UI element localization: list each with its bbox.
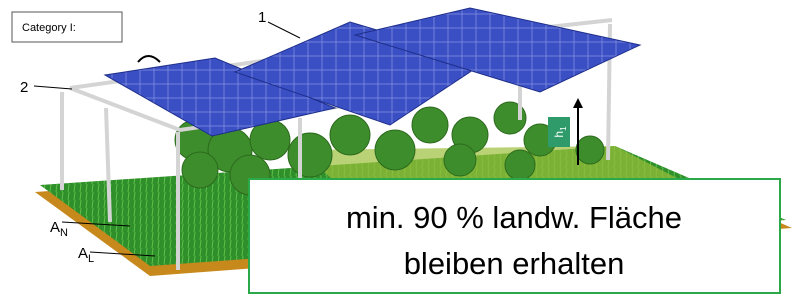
area-letter: A: [78, 245, 88, 262]
marker-frame: 2: [20, 79, 28, 96]
tilt-arrow: [138, 56, 160, 62]
area-letter: A: [50, 219, 60, 236]
area-sub: L: [88, 253, 94, 265]
solar-panels: [105, 8, 640, 136]
area-sub: N: [60, 227, 68, 239]
callout-line: bleiben erhalten: [404, 246, 625, 281]
leader-1: [268, 22, 300, 38]
marker-panel: 1: [258, 9, 266, 26]
leader-2: [34, 86, 72, 89]
height-letter: h: [552, 131, 566, 138]
area-label: AL: [78, 245, 94, 265]
callout-line: min. 90 % landw. Fläche: [346, 200, 682, 235]
height-sub: 1: [559, 126, 568, 131]
illustration: h1 1 2 AN AL Category I: min. 90 % landw…: [0, 0, 802, 296]
category-label: Category I:: [22, 22, 76, 34]
height-arrow-head: [573, 98, 583, 108]
